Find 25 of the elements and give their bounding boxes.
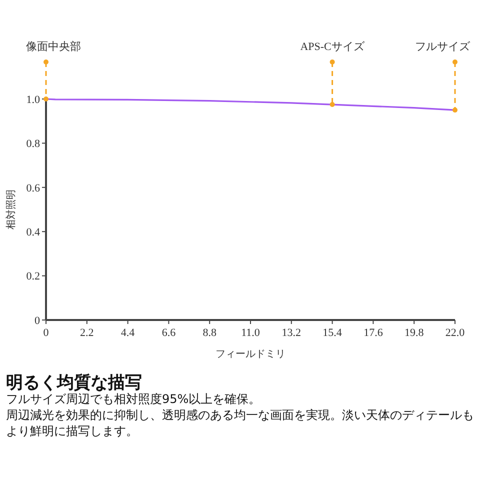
y-tick-label: 0.4	[26, 226, 40, 238]
ref-line-label: APS-Cサイズ	[300, 41, 366, 53]
ref-line-label: 像面中央部	[26, 40, 81, 53]
x-tick-label: 13.2	[282, 327, 302, 339]
ref-line-label: フルサイズ	[415, 41, 471, 53]
y-axis-title: 相対照明	[5, 190, 17, 230]
x-tick-label: 6.6	[162, 327, 176, 339]
x-axis-title: フィールドミリ	[216, 349, 286, 360]
x-tick-label: 4.4	[120, 327, 136, 339]
y-tick-label: 0.8	[26, 138, 40, 150]
text: 周辺減光を効果的に抑制し、透明感のある均一な画面を実現。淡い天体のディテールもより鮮明に描写します。	[6, 408, 474, 438]
x-tick-label: 8.8	[202, 327, 217, 339]
x-tick-label: 2.2	[80, 327, 94, 339]
text: フルサイズ周辺でも相対照度95%以上を確保。	[6, 392, 261, 406]
y-tick-label: 1.0	[26, 94, 40, 106]
x-tick-label: 17.6	[364, 327, 384, 339]
y-tick-label: 0.2	[26, 270, 40, 283]
x-tick-label: 0	[43, 327, 50, 339]
x-tick-label: 22.0	[445, 327, 466, 339]
y-tick-label: 0.6	[26, 182, 40, 194]
y-tick-label: 0	[34, 314, 40, 327]
x-tick-label: 11.0	[241, 327, 260, 339]
x-tick-label: 19.8	[404, 327, 424, 339]
x-tick-label: 15.4	[322, 327, 342, 339]
text: 明るく均質な描写	[6, 373, 142, 393]
